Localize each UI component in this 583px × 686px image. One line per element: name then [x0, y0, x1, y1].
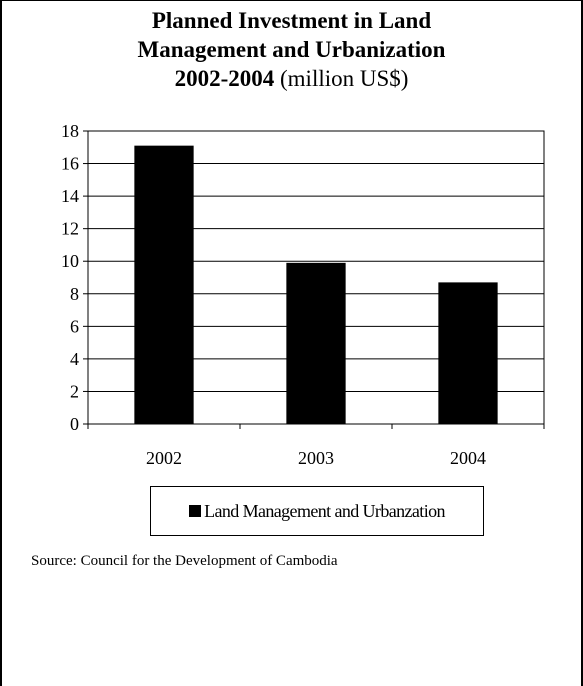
y-tick-label: 6 [70, 316, 79, 336]
x-tick-label: 2002 [146, 448, 182, 468]
y-tick-label: 14 [61, 186, 79, 206]
bar [286, 262, 346, 424]
title-line-1: Planned Investment in Land [151, 8, 432, 33]
x-tick-label: 2003 [298, 448, 334, 468]
source-note: Source: Council for the Development of C… [31, 553, 338, 569]
y-tick-label: 2 [70, 381, 79, 401]
title-line-3: 2002-2004 (million US$) [10, 64, 573, 93]
y-tick-label: 12 [61, 219, 79, 239]
title-units: (million US$) [274, 66, 409, 91]
y-tick-label: 8 [70, 284, 79, 304]
y-tick-label: 16 [61, 154, 79, 174]
y-tick-label: 18 [61, 121, 79, 141]
chart-title: Planned Investment in Land Management an… [10, 6, 573, 93]
x-tick-label: 2004 [450, 448, 486, 468]
legend-label: Land Management and Urbanzation [204, 500, 445, 521]
title-years: 2002-2004 [174, 66, 275, 91]
title-line-2: Management and Urbanization [137, 37, 446, 62]
chart-legend: Land Management and Urbanzation [150, 486, 484, 536]
y-tick-label: 4 [70, 349, 79, 369]
bar [134, 145, 194, 424]
bar [438, 282, 498, 424]
legend-swatch [189, 505, 202, 517]
y-tick-label: 0 [70, 414, 79, 434]
y-tick-label: 10 [61, 251, 79, 271]
